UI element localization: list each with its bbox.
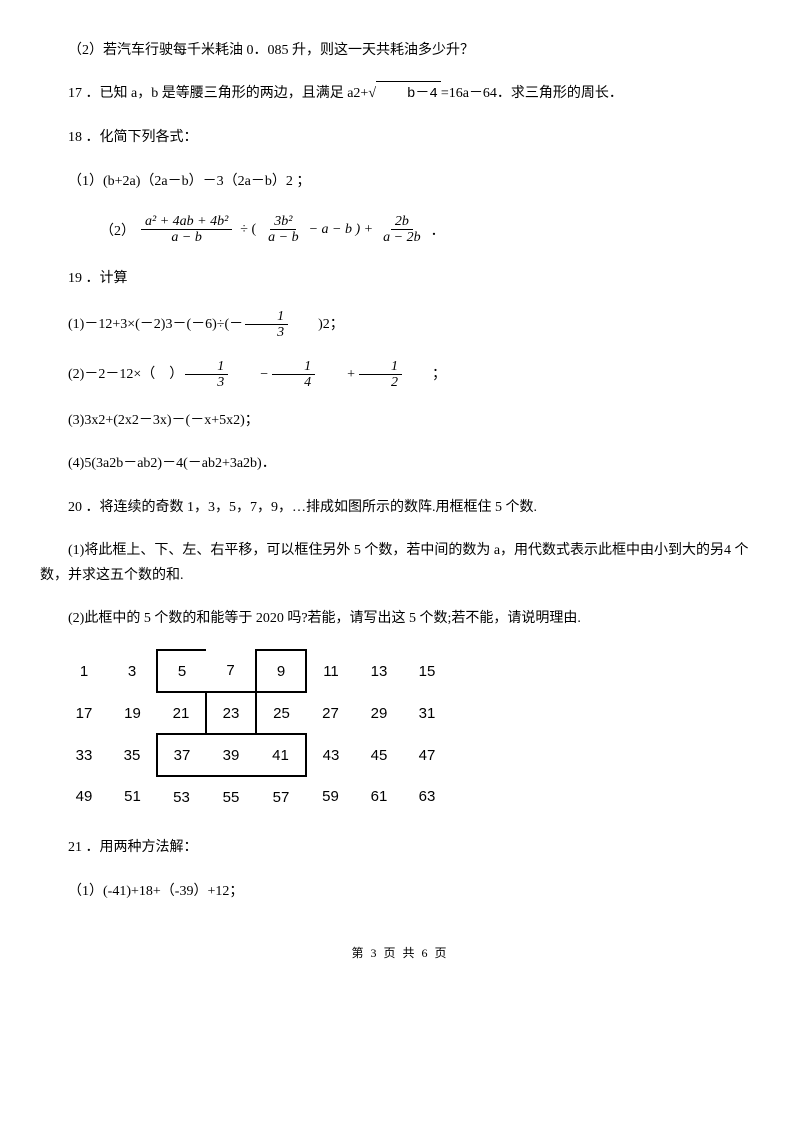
q21: 21 ．用两种方法解：	[40, 835, 760, 860]
q19-4: (4)5(3a2b－ab2)－4(－ab2+3a2b)．	[40, 451, 760, 476]
grid-row: 49 51 53 55 57 59 61 63	[60, 776, 451, 817]
grid-cell: 53	[157, 776, 206, 817]
grid-cell: 13	[355, 650, 403, 692]
grid-cell: 7	[206, 650, 256, 692]
grid-cell: 9	[256, 650, 306, 692]
q19-2: (2)－2－12×（ ） 1 3 − 1 4 + 1 2 ；	[40, 359, 760, 391]
q17-pre: 17 ．已知 a，b 是等腰三角形的两边，且满足 a2+	[68, 86, 368, 101]
q19-2-fa: 1 3	[185, 359, 228, 391]
q20-1: (1)将此框上、下、左、右平移，可以框住另外 5 个数，若中间的数为 a，用代数…	[40, 538, 760, 588]
frac-1-num: a² + 4ab + 4b²	[141, 214, 232, 230]
number-grid: 1 3 5 7 9 11 13 15 17 19 21 23 25 27 29 …	[60, 649, 452, 817]
q19-2-pre: (2)－2－12×（ ）	[40, 362, 183, 387]
frac-3: 2b a − 2b	[379, 214, 424, 246]
grid-row: 17 19 21 23 25 27 29 31	[60, 692, 451, 734]
q18-2-end: ．	[431, 220, 445, 240]
q19-3: (3)3x2+(2x2－3x)－(－x+5x2)；	[40, 408, 760, 433]
grid-cell: 19	[108, 692, 157, 734]
frac-2: 3b² a − b	[264, 214, 302, 246]
grid-cell: 23	[206, 692, 256, 734]
grid-row: 33 35 37 39 41 43 45 47	[60, 734, 451, 776]
fa-d: 3	[185, 375, 228, 390]
m1: −	[230, 362, 270, 387]
q20-2: (2)此框中的 5 个数的和能等于 2020 吗?若能，请写出这 5 个数;若不…	[40, 606, 760, 631]
grid-cell: 29	[355, 692, 403, 734]
q19-2-fb: 1 4	[272, 359, 315, 391]
q20: 20 ．将连续的奇数 1，3，5，7，9，…排成如图所示的数阵.用框框住 5 个…	[40, 495, 760, 520]
grid-cell: 57	[256, 776, 306, 817]
fb-n: 1	[272, 359, 315, 375]
q18-1: （1）(b+2a)（2a－b）－3（2a－b）2 ；	[40, 169, 760, 194]
q19-2-fc: 1 2	[359, 359, 402, 391]
q19-1-post: )2；	[290, 312, 344, 337]
grid-cell: 47	[403, 734, 451, 776]
frac-2-den: a − b	[264, 230, 302, 245]
grid-cell: 17	[60, 692, 108, 734]
grid-cell: 11	[306, 650, 355, 692]
q18-2: （2） a² + 4ab + 4b² a − b ÷ ( 3b² a − b −…	[100, 214, 760, 246]
grid-cell: 49	[60, 776, 108, 817]
page-content: （2）若汽车行驶每千米耗油 0．085 升，则这一天共耗油多少升？ 17 ．已知…	[0, 0, 800, 981]
q19-1-frac: 1 3	[245, 309, 288, 341]
frac-1: a² + 4ab + 4b² a − b	[141, 214, 232, 246]
q21-1: （1）(-41)+18+（-39）+12；	[40, 879, 760, 904]
frac-2-num: 3b²	[270, 214, 296, 230]
op-div: ÷ (	[238, 222, 258, 238]
grid-cell: 45	[355, 734, 403, 776]
grid-cell: 3	[108, 650, 157, 692]
q19-2-post: ；	[404, 362, 446, 387]
fc-n: 1	[359, 359, 402, 375]
fb-d: 4	[272, 375, 315, 390]
grid-cell: 1	[60, 650, 108, 692]
sqrt-symbol: √	[368, 86, 376, 101]
grid-cell: 33	[60, 734, 108, 776]
grid-cell: 27	[306, 692, 355, 734]
frac-3-den: a − 2b	[379, 230, 424, 245]
frac-1-den: a − b	[167, 230, 205, 245]
q17: 17 ．已知 a，b 是等腰三角形的两边，且满足 a2+√b－4=16a－64．…	[40, 81, 760, 107]
grid-cell: 55	[206, 776, 256, 817]
mid-expr: − a − b ) +	[309, 222, 374, 238]
grid-cell: 15	[403, 650, 451, 692]
q18-2-label: （2）	[100, 220, 135, 240]
grid-cell: 51	[108, 776, 157, 817]
grid-row: 1 3 5 7 9 11 13 15	[60, 650, 451, 692]
grid-cell: 43	[306, 734, 355, 776]
grid-cell: 63	[403, 776, 451, 817]
fa-n: 1	[185, 359, 228, 375]
q16-2: （2）若汽车行驶每千米耗油 0．085 升，则这一天共耗油多少升？	[40, 38, 760, 63]
q17-sqrt: b－4	[376, 81, 441, 107]
q19-1: (1)－12+3×(－2)3－(－6)÷(－ 1 3 )2；	[40, 309, 760, 341]
grid-cell: 39	[206, 734, 256, 776]
grid-cell: 5	[157, 650, 206, 692]
q19: 19 ．计算	[40, 266, 760, 291]
grid-cell: 61	[355, 776, 403, 817]
grid-cell: 25	[256, 692, 306, 734]
q19-1-fn: 1	[245, 309, 288, 325]
m2: +	[317, 362, 357, 387]
q19-1-pre: (1)－12+3×(－2)3－(－6)÷(－	[40, 312, 243, 337]
grid-cell: 41	[256, 734, 306, 776]
frac-3-num: 2b	[391, 214, 413, 230]
grid-cell: 31	[403, 692, 451, 734]
q17-post: =16a－64．求三角形的周长．	[441, 86, 623, 101]
grid-cell: 59	[306, 776, 355, 817]
q18: 18 ．化简下列各式：	[40, 125, 760, 150]
q19-1-fd: 3	[245, 325, 288, 340]
page-footer: 第 3 页 共 6 页	[40, 944, 760, 961]
fc-d: 2	[359, 375, 402, 390]
grid-cell: 35	[108, 734, 157, 776]
grid-cell: 21	[157, 692, 206, 734]
grid-cell: 37	[157, 734, 206, 776]
